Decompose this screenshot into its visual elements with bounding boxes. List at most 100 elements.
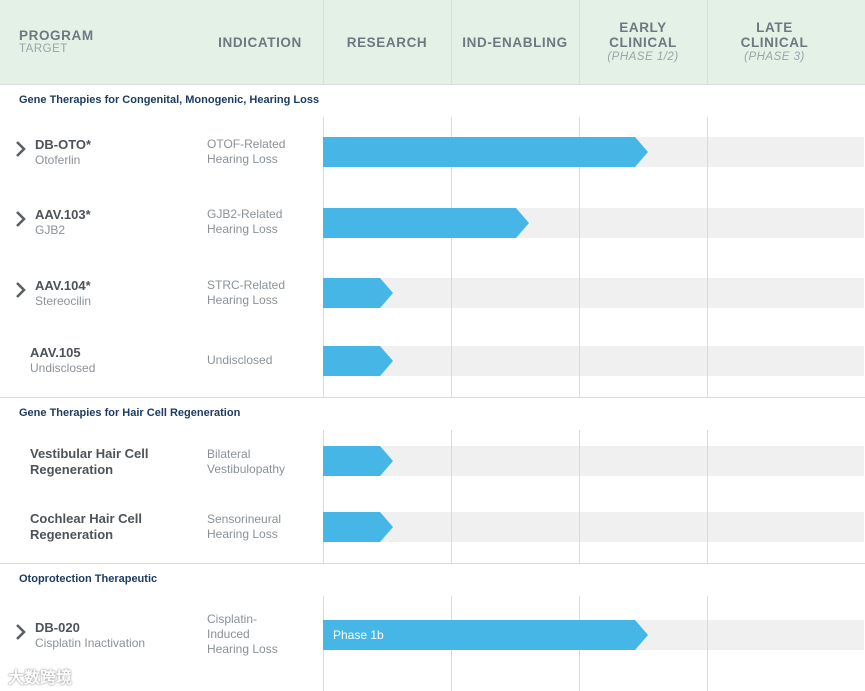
indication-cell: OTOF-Related Hearing Loss xyxy=(207,137,285,167)
early-clinical-line1: EARLY xyxy=(619,19,667,35)
table-header xyxy=(0,0,865,84)
column-divider xyxy=(323,117,324,397)
progress-track xyxy=(323,278,864,308)
indication-cell: Sensorineural Hearing Loss xyxy=(207,512,281,542)
header-divider xyxy=(579,0,580,84)
program-name[interactable]: DB-OTO* xyxy=(35,137,92,152)
program-target-header: PROGRAM TARGET xyxy=(19,28,94,56)
indication-cell: STRC-Related Hearing Loss xyxy=(207,278,285,308)
program-target: Stereocilin xyxy=(35,294,92,308)
program-name-line: Vestibular Hair Cell xyxy=(30,446,149,461)
progress-arrow xyxy=(323,512,393,542)
program-name[interactable]: DB-020 xyxy=(35,620,80,635)
progress-arrow xyxy=(323,446,393,476)
column-divider xyxy=(451,430,452,563)
early-clinical-sub: (PHASE 1/2) xyxy=(607,50,679,63)
indication-line: STRC-Related xyxy=(207,278,286,292)
progress-track xyxy=(323,346,864,376)
column-divider xyxy=(451,117,452,397)
column-divider xyxy=(323,430,324,563)
section-title: Gene Therapies for Hair Cell Regeneratio… xyxy=(19,407,241,419)
divider xyxy=(0,563,865,564)
progress-bar-aav105 xyxy=(323,346,393,376)
indication-line: Cisplatin- xyxy=(207,612,258,626)
early-clinical-header: EARLY CLINICAL (PHASE 1/2) xyxy=(579,0,707,84)
divider xyxy=(0,397,865,398)
divider xyxy=(0,84,865,85)
column-divider xyxy=(707,430,708,563)
progress-arrow xyxy=(323,208,529,238)
indication-line: Bilateral xyxy=(207,447,251,461)
indication-line: Sensorineural xyxy=(207,512,282,526)
column-divider xyxy=(707,596,708,691)
ind-enabling-header: IND-ENABLING xyxy=(451,0,579,84)
header-divider xyxy=(707,0,708,84)
program-name[interactable]: AAV.104* xyxy=(35,278,91,293)
indication-line: Undisclosed xyxy=(207,353,273,367)
program-name: Cochlear Hair Cell Regeneration xyxy=(30,511,142,543)
section-title: Gene Therapies for Congenital, Monogenic… xyxy=(19,94,320,106)
late-clinical-line2: CLINICAL xyxy=(740,34,809,50)
early-clinical-line2: CLINICAL xyxy=(609,34,677,50)
section-otoprotection: Otoprotection Therapeutic xyxy=(0,564,865,596)
section-title: Otoprotection Therapeutic xyxy=(19,573,158,585)
indication-line: GJB2-Related xyxy=(207,207,283,221)
ind-enabling-header-label: IND-ENABLING xyxy=(462,34,568,50)
progress-track xyxy=(323,512,864,542)
phase-label: Phase 1b xyxy=(333,628,384,642)
progress-bar-aav103 xyxy=(323,208,529,238)
indication-line: OTOF-Related xyxy=(207,137,286,151)
progress-arrow xyxy=(323,346,393,376)
program-name-line: Regeneration xyxy=(30,527,114,542)
indication-line: Induced xyxy=(207,627,250,641)
indication-line: Vestibulopathy xyxy=(207,462,286,476)
late-clinical-header: LATE CLINICAL (PHASE 3) xyxy=(707,0,842,84)
program-name[interactable]: AAV.103* xyxy=(35,207,91,222)
column-divider xyxy=(579,430,580,563)
program-name-line: Regeneration xyxy=(30,462,114,477)
program-target: Cisplatin Inactivation xyxy=(35,636,146,650)
indication-cell: Bilateral Vestibulopathy xyxy=(207,447,285,477)
indication-line: Hearing Loss xyxy=(207,642,278,656)
indication-header: INDICATION xyxy=(200,0,320,84)
progress-bar-db-oto xyxy=(323,137,648,167)
indication-cell: Undisclosed xyxy=(207,353,272,368)
target-header: TARGET xyxy=(19,43,68,55)
indication-cell: GJB2-Related Hearing Loss xyxy=(207,207,282,237)
progress-arrow xyxy=(323,620,648,650)
chevron-right-icon[interactable] xyxy=(14,624,28,640)
section-hair-cell: Gene Therapies for Hair Cell Regeneratio… xyxy=(0,398,865,430)
program-target: GJB2 xyxy=(35,223,66,237)
chevron-right-icon[interactable] xyxy=(14,211,28,227)
indication-header-label: INDICATION xyxy=(218,34,302,50)
progress-bar-cochlear xyxy=(323,512,393,542)
chevron-right-icon[interactable] xyxy=(14,282,28,298)
program-name: Vestibular Hair Cell Regeneration xyxy=(30,446,149,478)
program-name-line: Cochlear Hair Cell xyxy=(30,511,142,526)
research-header-label: RESEARCH xyxy=(346,34,428,50)
program-header: PROGRAM xyxy=(19,28,94,43)
progress-arrow xyxy=(323,137,648,167)
indication-line: Hearing Loss xyxy=(207,293,278,307)
indication-line: Hearing Loss xyxy=(207,222,278,236)
late-clinical-sub: (PHASE 3) xyxy=(744,50,805,63)
indication-cell: Cisplatin- Induced Hearing Loss xyxy=(207,612,278,657)
column-divider xyxy=(707,117,708,397)
progress-bar-vestibular xyxy=(323,446,393,476)
late-clinical-line1: LATE xyxy=(756,19,793,35)
column-divider xyxy=(579,117,580,397)
watermark: 大数跨境 xyxy=(8,670,73,687)
section-congenital: Gene Therapies for Congenital, Monogenic… xyxy=(0,85,865,117)
progress-track xyxy=(323,446,864,476)
research-header: RESEARCH xyxy=(323,0,451,84)
header-divider xyxy=(323,0,324,84)
progress-bar-db020 xyxy=(323,620,648,650)
program-name: AAV.105 xyxy=(30,345,81,360)
program-target: Otoferlin xyxy=(35,153,81,167)
header-divider xyxy=(451,0,452,84)
chevron-right-icon[interactable] xyxy=(14,141,28,157)
indication-line: Hearing Loss xyxy=(207,152,278,166)
progress-arrow xyxy=(323,278,393,308)
program-target: Undisclosed xyxy=(30,361,96,375)
